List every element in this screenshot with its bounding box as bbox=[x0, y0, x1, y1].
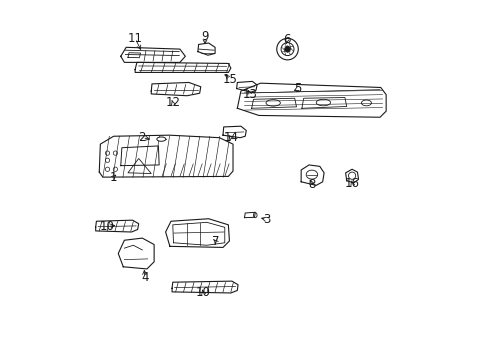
Polygon shape bbox=[151, 82, 201, 96]
Polygon shape bbox=[96, 220, 139, 232]
Text: 3: 3 bbox=[263, 213, 270, 226]
Polygon shape bbox=[301, 165, 324, 185]
Text: 5: 5 bbox=[294, 82, 302, 95]
Text: 10: 10 bbox=[195, 287, 210, 300]
Circle shape bbox=[276, 39, 298, 60]
Polygon shape bbox=[165, 219, 229, 247]
Polygon shape bbox=[99, 135, 233, 177]
Circle shape bbox=[284, 46, 290, 52]
Text: 13: 13 bbox=[242, 88, 257, 101]
Text: 1: 1 bbox=[110, 171, 117, 184]
Text: 15: 15 bbox=[222, 73, 237, 86]
Text: 2: 2 bbox=[138, 131, 146, 144]
Text: 10: 10 bbox=[100, 220, 115, 233]
Polygon shape bbox=[118, 238, 154, 269]
Polygon shape bbox=[223, 126, 246, 138]
Text: 14: 14 bbox=[223, 131, 238, 144]
Text: 7: 7 bbox=[212, 235, 219, 248]
Text: 11: 11 bbox=[127, 32, 142, 45]
Polygon shape bbox=[237, 83, 386, 117]
Polygon shape bbox=[172, 281, 238, 293]
Ellipse shape bbox=[157, 137, 165, 141]
Text: 8: 8 bbox=[307, 178, 315, 191]
Text: 9: 9 bbox=[201, 30, 208, 43]
Text: 6: 6 bbox=[283, 33, 290, 46]
Polygon shape bbox=[236, 81, 257, 92]
Text: 4: 4 bbox=[141, 271, 148, 284]
Polygon shape bbox=[135, 62, 230, 72]
Text: 12: 12 bbox=[165, 96, 180, 109]
Text: 16: 16 bbox=[344, 177, 359, 190]
Polygon shape bbox=[121, 47, 185, 62]
Polygon shape bbox=[345, 169, 358, 183]
Polygon shape bbox=[198, 43, 215, 55]
